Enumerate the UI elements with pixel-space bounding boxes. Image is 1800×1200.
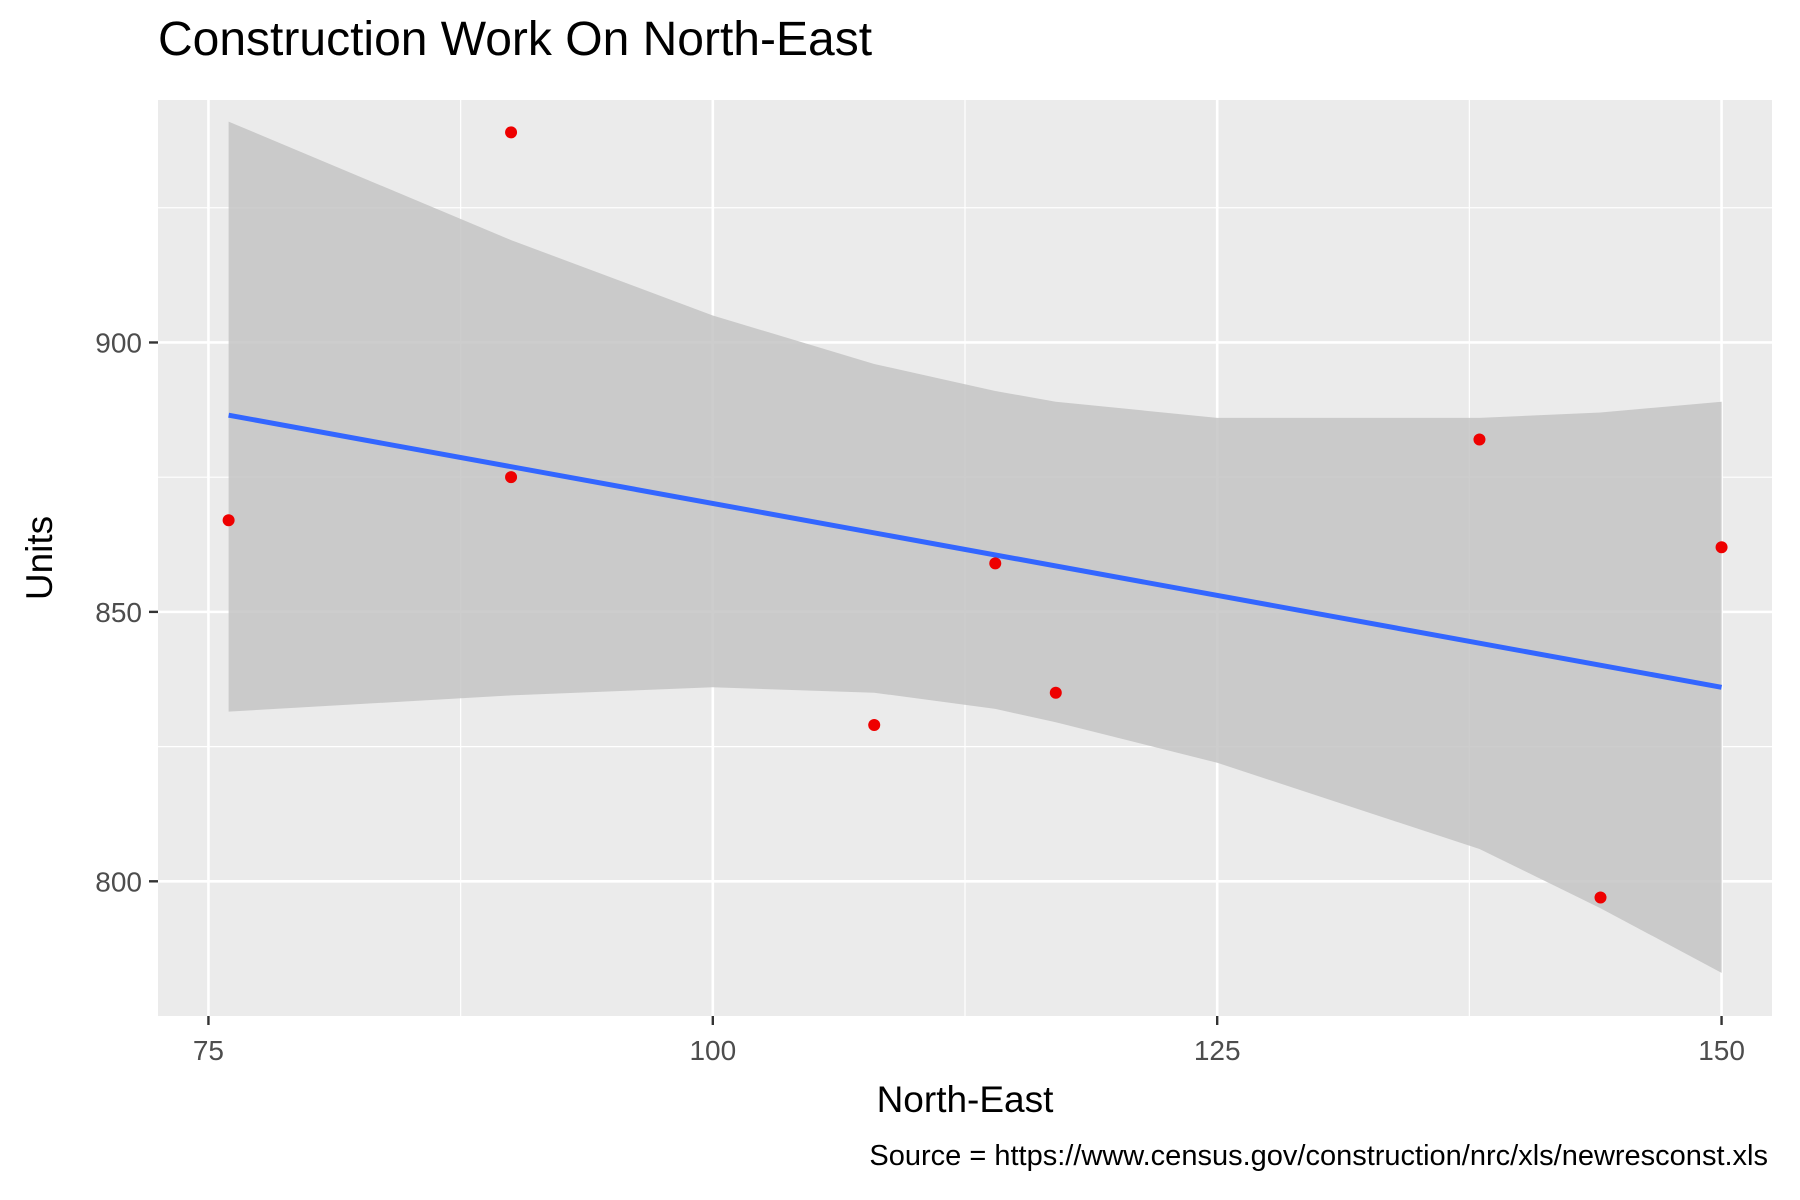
source-caption: Source = https://www.census.gov/construc… bbox=[869, 1140, 1768, 1172]
x-tick-label: 75 bbox=[193, 1035, 224, 1066]
data-point bbox=[1049, 686, 1062, 699]
data-point bbox=[505, 471, 518, 484]
x-axis-title: North-East bbox=[877, 1079, 1055, 1120]
confidence-band bbox=[228, 121, 1722, 973]
data-point bbox=[1715, 541, 1728, 554]
x-tick-label: 150 bbox=[1698, 1035, 1745, 1066]
data-point bbox=[1473, 433, 1486, 446]
data-point bbox=[222, 514, 235, 527]
data-point bbox=[989, 557, 1002, 570]
y-axis-ticks: 800 850 900 bbox=[95, 327, 158, 897]
y-tick-label: 900 bbox=[95, 327, 142, 358]
data-points bbox=[222, 126, 1728, 904]
trend-line bbox=[228, 412, 1723, 690]
data-point bbox=[1594, 891, 1607, 904]
y-axis-title: Units bbox=[19, 516, 60, 600]
data-point bbox=[868, 719, 881, 732]
x-axis-ticks: 75 100 125 150 bbox=[193, 1016, 1745, 1066]
data-point bbox=[505, 126, 518, 139]
x-tick-label: 100 bbox=[689, 1035, 736, 1066]
y-tick-label: 850 bbox=[95, 597, 142, 628]
chart-title: Construction Work On North-East bbox=[158, 13, 873, 66]
y-tick-label: 800 bbox=[95, 866, 142, 897]
x-tick-label: 125 bbox=[1194, 1035, 1241, 1066]
